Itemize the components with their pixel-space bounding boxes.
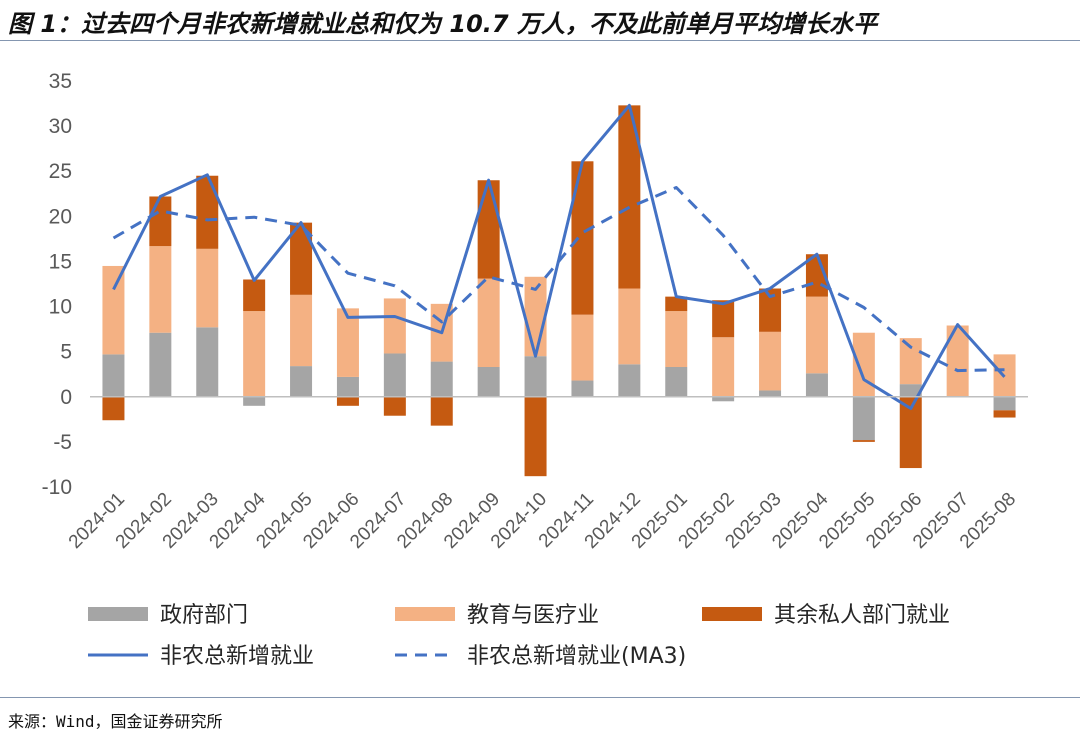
legend-label: 教育与医疗业: [467, 603, 599, 628]
bar-other-private: [993, 410, 1016, 418]
bar-government: [102, 354, 125, 397]
bar-edu-health: [149, 246, 172, 333]
legend-label: 非农总新增就业: [160, 644, 314, 669]
bar-edu-health: [102, 265, 125, 355]
bar-government: [196, 327, 219, 397]
source-divider: [0, 697, 1080, 698]
bar-other-private: [383, 396, 406, 416]
bar-other-private: [149, 196, 172, 247]
bar-other-private: [243, 279, 266, 312]
bar-government: [852, 396, 875, 441]
ma3-line: [112, 186, 1005, 373]
bar-edu-health: [243, 311, 266, 397]
bar-government: [430, 361, 453, 397]
bar-edu-health: [290, 294, 313, 367]
y-tick-label: 5: [60, 341, 72, 364]
legend-swatch: [88, 607, 148, 621]
legend-total: 非农总新增就业: [88, 644, 314, 669]
y-tick-label: 0: [60, 386, 72, 409]
y-tick-label: -10: [42, 476, 72, 499]
bar-other-private: [618, 105, 641, 289]
bar-edu-health: [571, 314, 594, 381]
bar-other-private: [524, 396, 547, 477]
bar-government: [712, 396, 735, 402]
bar-government: [149, 332, 172, 397]
bar-edu-health: [618, 288, 641, 365]
bar-other-private: [852, 440, 875, 442]
bar-other-private: [759, 288, 782, 332]
bar-other-private: [196, 175, 219, 249]
bar-other-private: [665, 296, 688, 312]
bar-government: [759, 390, 782, 397]
bar-other-private: [336, 396, 359, 406]
y-tick-label: 35: [49, 70, 72, 93]
figure-title: 图 1：过去四个月非农新增就业总和仅为 10.7 万人，不及此前单月平均增长水平: [8, 10, 877, 38]
bar-government: [899, 384, 922, 397]
y-tick-label: 10: [49, 296, 72, 319]
bar-edu-health: [477, 278, 500, 368]
legend-label: 其余私人部门就业: [774, 603, 950, 628]
bar-other-private: [571, 161, 594, 315]
legend-ma3: 非农总新增就业(MA3): [395, 644, 686, 669]
bar-edu-health: [852, 332, 875, 397]
bar-edu-health: [712, 337, 735, 397]
bar-other-private: [712, 300, 735, 338]
y-tick-label: 25: [49, 160, 72, 183]
stacked-bar-line-chart: -10-5051015202530352024-012024-022024-03…: [42, 70, 1028, 669]
bar-government: [477, 367, 500, 397]
bar-government: [571, 380, 594, 397]
legend-swatch: [702, 607, 762, 621]
legend-label: 政府部门: [160, 603, 248, 628]
legend-label: 非农总新增就业(MA3): [467, 644, 686, 669]
bar-government: [524, 356, 547, 397]
bar-government: [383, 353, 406, 397]
legend-other-private: 其余私人部门就业: [702, 603, 950, 628]
y-tick-label: -5: [53, 431, 72, 454]
bar-government: [243, 396, 266, 406]
y-tick-label: 30: [49, 115, 72, 138]
bar-edu-health: [196, 248, 219, 328]
bar-government: [618, 364, 641, 397]
bar-other-private: [477, 180, 500, 279]
legend-edu-health: 教育与医疗业: [395, 603, 599, 628]
bar-other-private: [899, 396, 922, 469]
bar-edu-health: [665, 311, 688, 368]
bar-other-private: [430, 396, 453, 426]
y-tick-label: 20: [49, 205, 72, 228]
bar-edu-health: [899, 338, 922, 385]
bar-government: [290, 366, 313, 397]
bar-other-private: [290, 222, 313, 295]
bar-government: [336, 376, 359, 397]
source-note: 来源：Wind，国金证券研究所: [8, 712, 223, 731]
legend-swatch: [395, 607, 455, 621]
bar-government: [665, 367, 688, 397]
bar-government: [993, 396, 1016, 411]
bar-other-private: [102, 396, 125, 421]
bar-government: [805, 373, 828, 397]
bar-edu-health: [805, 296, 828, 374]
bar-edu-health: [336, 308, 359, 377]
bar-edu-health: [759, 331, 782, 391]
bar-edu-health: [383, 298, 406, 354]
legend-government: 政府部门: [88, 603, 248, 628]
title-divider: [0, 40, 1080, 41]
y-tick-label: 15: [49, 250, 72, 273]
bar-edu-health: [946, 325, 969, 397]
